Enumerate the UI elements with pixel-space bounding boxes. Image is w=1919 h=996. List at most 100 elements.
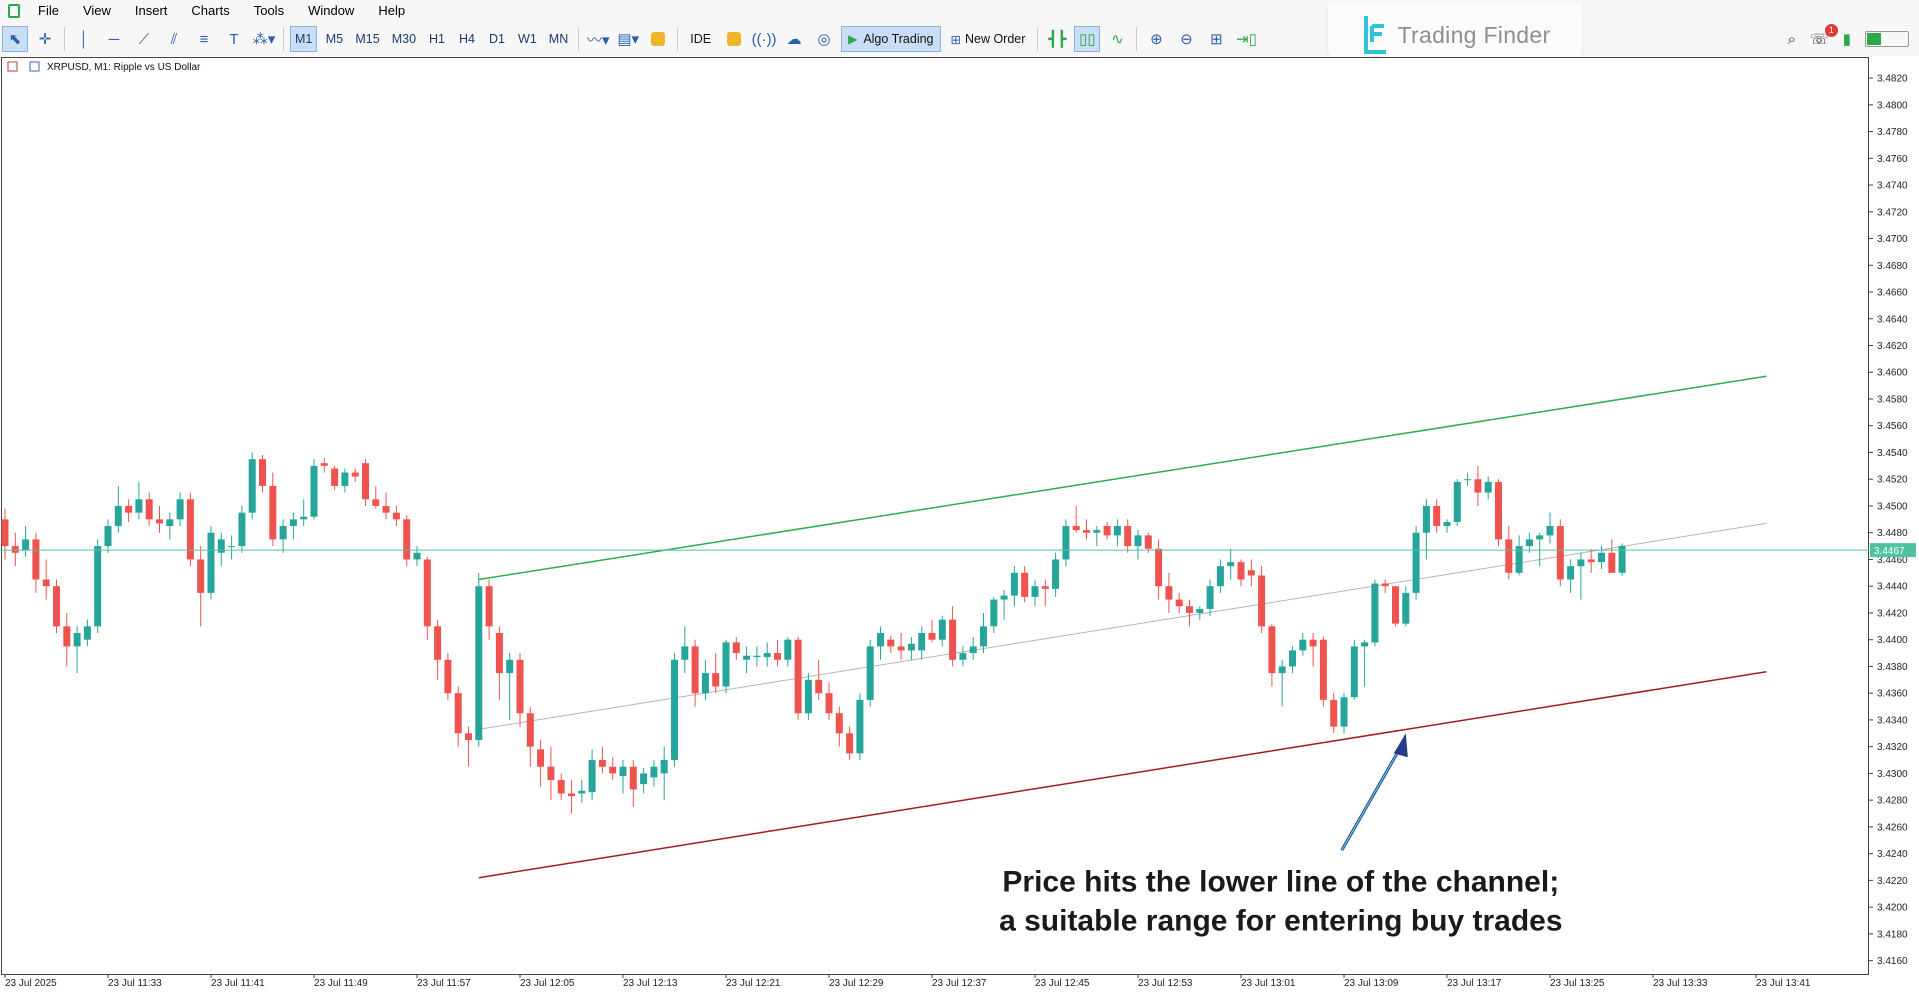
candle-body <box>835 713 843 734</box>
zoom-in-icon[interactable]: ⊕ <box>1150 31 1163 48</box>
connection-toggle[interactable] <box>1865 31 1909 47</box>
candle-body <box>1093 530 1101 533</box>
upper-channel-line <box>478 375 1767 581</box>
chart-type-icon[interactable]: ▤▾ <box>617 31 640 48</box>
menu-file[interactable]: File <box>38 3 59 18</box>
candle-body <box>372 499 380 506</box>
current-price-tag <box>1870 543 1916 558</box>
candle-body <box>135 499 143 513</box>
timeframe-w1[interactable]: W1 <box>518 32 537 46</box>
grid-icon[interactable]: ⊞ <box>1210 31 1223 48</box>
menu-help[interactable]: Help <box>378 3 406 18</box>
timeframe-h1[interactable]: H1 <box>429 32 446 46</box>
x-tick-label: 23 Jul 12:29 <box>829 978 884 989</box>
signal-icon[interactable]: ((·)) <box>751 30 777 48</box>
y-tick-label: 3.4640 <box>1877 314 1908 325</box>
notifications-icon[interactable]: ☏ 1 <box>1810 24 1838 48</box>
menu-bar: File View Insert Charts Tools Window Hel… <box>0 0 1919 22</box>
timeframe-m15[interactable]: M15 <box>355 32 380 46</box>
y-tick-label: 3.4260 <box>1877 822 1908 833</box>
separator <box>677 27 679 51</box>
bar-chart-icon[interactable]: ┫┣ <box>1048 31 1067 48</box>
new-order-icon: ⊞ <box>950 32 961 47</box>
indicators-icon[interactable]: 〰▾ <box>586 31 610 49</box>
middle-channel-line <box>478 522 1767 730</box>
candle-body <box>259 459 266 486</box>
candle-body <box>42 579 50 587</box>
y-tick-label: 3.4680 <box>1877 261 1908 272</box>
annotation-line-2: a suitable range for entering buy trades <box>999 904 1562 937</box>
fibonacci-icon[interactable]: ≡ <box>199 30 209 48</box>
globe-icon[interactable]: ◎ <box>817 31 831 48</box>
candle-body <box>434 626 442 660</box>
price-chart[interactable]: XRPUSD, M1: Ripple vs US Dollar 3.48203.… <box>0 56 1919 996</box>
menu-view[interactable]: View <box>82 3 111 18</box>
y-tick-label: 3.4780 <box>1877 127 1908 138</box>
new-order-label: New Order <box>964 32 1026 46</box>
channel-icon[interactable]: ⫽ <box>170 30 178 48</box>
timeframe-h4[interactable]: H4 <box>459 32 476 46</box>
candle-body <box>1175 599 1183 607</box>
candle-body <box>1536 535 1544 540</box>
candle-body <box>1021 572 1029 597</box>
candle-body <box>83 626 91 640</box>
candle-body <box>516 659 524 714</box>
y-tick-label: 3.4760 <box>1877 154 1908 165</box>
candle-body <box>1371 583 1379 643</box>
dollar-icon[interactable] <box>645 26 671 52</box>
menu-insert[interactable]: Insert <box>134 3 168 18</box>
cursor-icon[interactable]: ⬉ <box>2 26 28 52</box>
crosshair-icon[interactable]: ✛ <box>38 31 52 48</box>
timeframe-m5[interactable]: M5 <box>325 32 344 46</box>
candle-body <box>1268 626 1276 674</box>
time-axis: 23 Jul 2025 23 Jul 11:33 23 Jul 11:41 23 Ju… <box>4 974 1811 989</box>
candle-body <box>897 646 905 651</box>
current-price: 3.4467 <box>0 543 1916 558</box>
candle-body <box>166 519 174 527</box>
candle-body <box>186 499 194 560</box>
candle-body <box>578 790 586 794</box>
new-order-button[interactable]: ⊞ New Order <box>945 26 1032 52</box>
menu-window[interactable]: Window <box>308 3 355 18</box>
candle-body <box>887 639 895 647</box>
ide-button[interactable]: IDE <box>690 32 712 46</box>
candle-body <box>351 472 359 477</box>
y-tick-label: 3.4600 <box>1877 368 1908 379</box>
line-chart-icon[interactable]: ∿ <box>1111 31 1124 48</box>
candle-body <box>1587 559 1595 563</box>
autoscroll-icon[interactable]: ⇥▯ <box>1236 31 1257 48</box>
x-tick-label: 23 Jul 13:17 <box>1447 978 1502 989</box>
candle-body <box>465 733 472 740</box>
trendline-icon[interactable]: ⟋ <box>138 30 150 48</box>
search-icon[interactable]: ⌕ <box>1787 30 1796 48</box>
candle-body <box>1247 570 1255 576</box>
candlestick-icon[interactable]: ▯▯ <box>1074 26 1101 52</box>
candle-body <box>156 519 163 524</box>
candle-body <box>423 559 431 627</box>
candle-body <box>1227 562 1235 567</box>
horizontal-line-icon[interactable]: ─ <box>108 30 120 48</box>
candle-body <box>526 713 534 747</box>
menu-tools[interactable]: Tools <box>253 3 285 18</box>
shapes-icon[interactable]: ⁂▾ <box>252 31 276 48</box>
candle-body <box>1433 505 1441 527</box>
channel <box>478 375 1767 879</box>
candle-body <box>495 633 503 674</box>
zoom-out-icon[interactable]: ⊖ <box>1180 31 1193 48</box>
vertical-line-icon[interactable]: │ <box>79 30 89 48</box>
timeframe-m1[interactable]: M1 <box>290 26 318 52</box>
timeframe-m30[interactable]: M30 <box>391 32 417 46</box>
candle-body <box>1186 606 1193 613</box>
candle-body <box>1608 552 1616 573</box>
candle-body <box>1392 586 1399 624</box>
menu-charts[interactable]: Charts <box>191 3 230 18</box>
timeframe-d1[interactable]: D1 <box>489 32 506 46</box>
annotation-arrow-head <box>1393 733 1408 758</box>
market-icon[interactable] <box>721 26 747 52</box>
algo-trading-button[interactable]: ▶ Algo Trading <box>841 26 941 52</box>
text-icon[interactable]: T <box>229 30 239 48</box>
y-tick-label: 3.4540 <box>1877 448 1908 459</box>
vps-cloud-icon[interactable]: ☁ <box>786 31 802 48</box>
candle-body <box>475 586 483 740</box>
timeframe-mn[interactable]: MN <box>548 32 569 46</box>
